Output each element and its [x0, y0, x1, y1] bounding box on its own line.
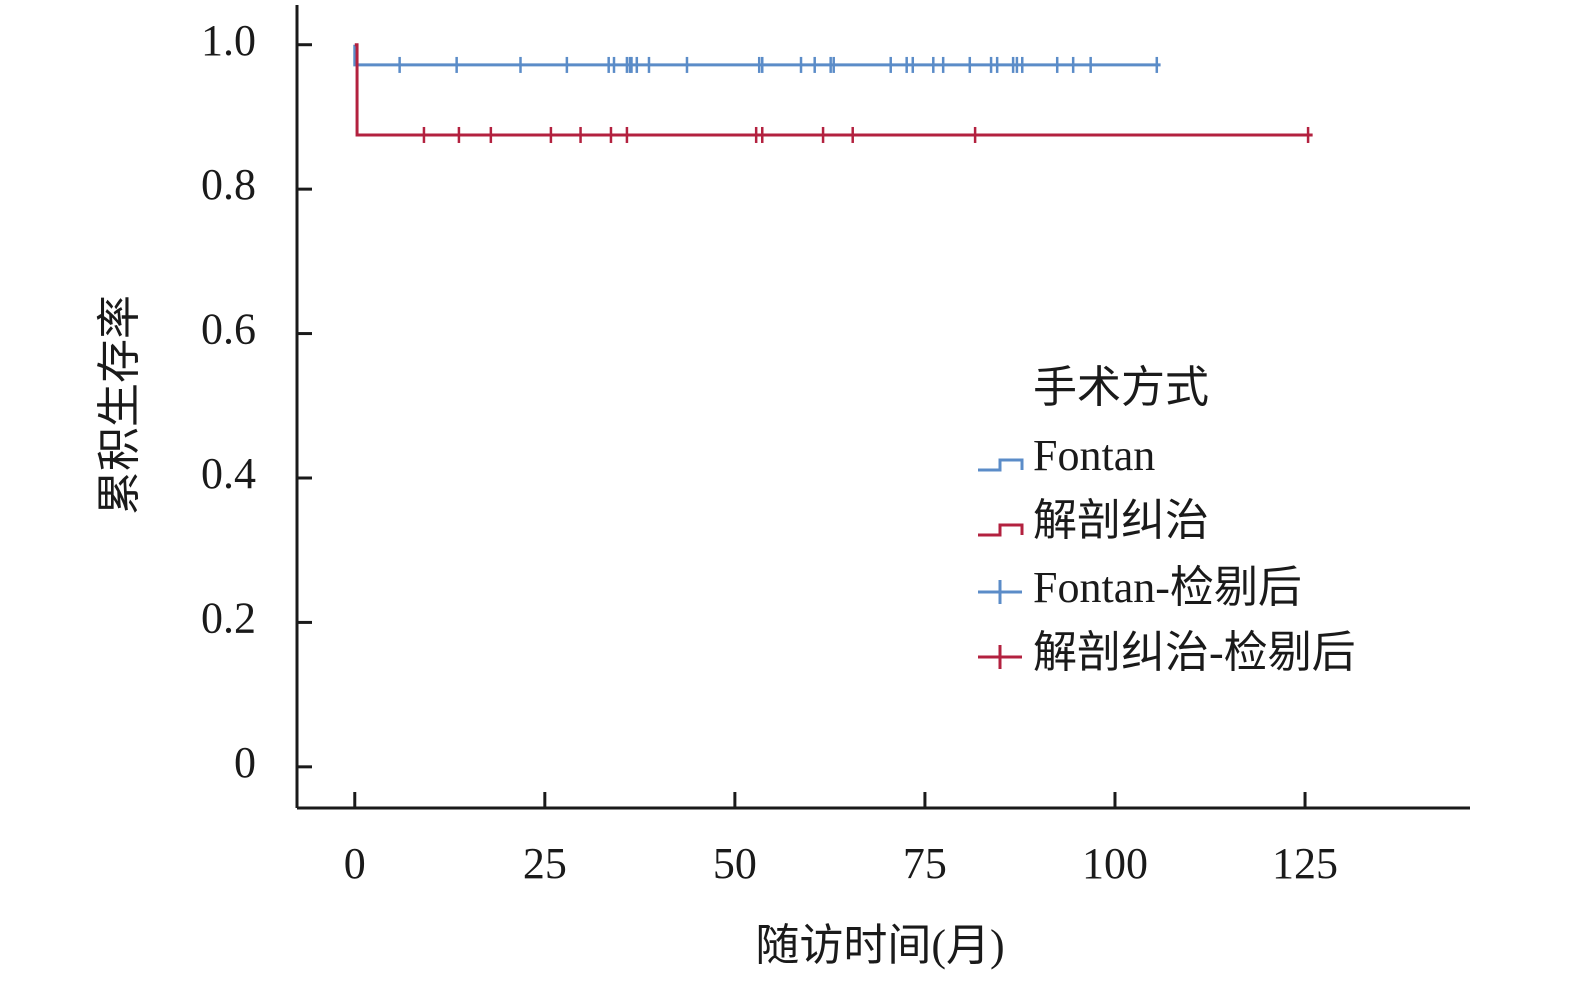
legend-title: 手术方式	[1033, 363, 1209, 412]
y-tick-label: 0.2	[201, 594, 256, 643]
legend-label: 解剖纠治-检剔后	[1033, 628, 1356, 677]
y-tick-label: 1.0	[201, 16, 256, 65]
x-tick-label: 0	[344, 839, 366, 888]
y-axis-label: 累积生存率	[95, 295, 144, 515]
x-tick-label: 50	[713, 839, 757, 888]
legend-marker	[978, 523, 1024, 537]
legend-marker	[978, 458, 1024, 472]
y-tick-label: 0.8	[201, 160, 256, 209]
legend-label: 解剖纠治	[1033, 496, 1209, 545]
survival-curve	[354, 43, 1313, 137]
legend-label: Fontan-检剔后	[1033, 563, 1302, 612]
x-tick-label: 75	[903, 839, 947, 888]
x-tick-label: 125	[1272, 839, 1338, 888]
x-axis-label: 随访时间(月)	[755, 921, 1004, 970]
y-tick-label: 0	[234, 738, 256, 787]
legend-label: Fontan	[1033, 431, 1155, 480]
y-tick-label: 0.6	[201, 305, 256, 354]
y-tick-label: 0.4	[201, 449, 256, 498]
x-tick-label: 100	[1082, 839, 1148, 888]
x-tick-label: 25	[523, 839, 567, 888]
survival-curve	[353, 44, 1161, 67]
